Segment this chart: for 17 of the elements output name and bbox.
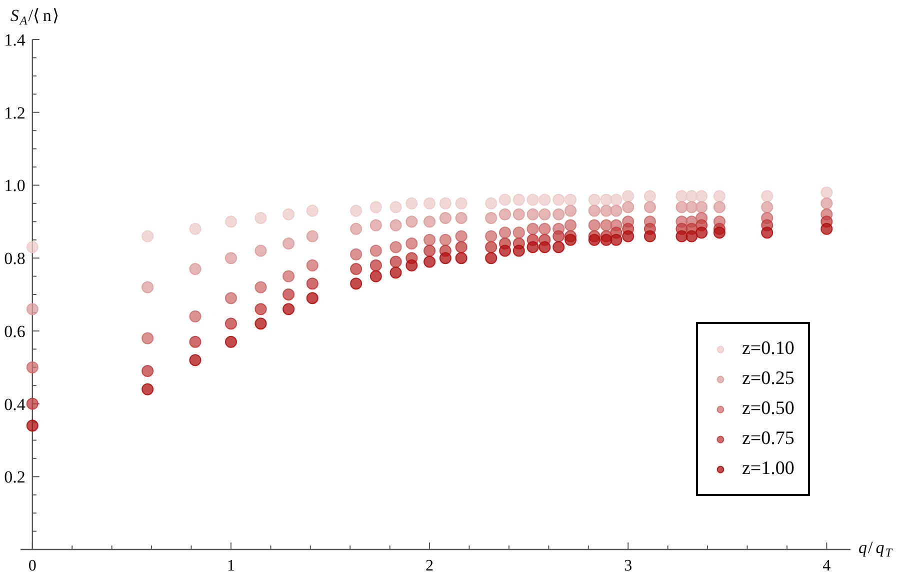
legend-label: z=0.10 (742, 338, 794, 360)
x-tick-label: 3 (624, 558, 632, 574)
legend-label: z=0.25 (742, 368, 794, 390)
legend-label: z=1.00 (742, 458, 794, 480)
y-tick-label: 1.2 (4, 103, 26, 122)
y-tick-label: 0.6 (4, 322, 26, 341)
x-tick-label: 1 (226, 558, 235, 574)
x-tick-label: 4 (822, 558, 831, 574)
legend-label: z=0.50 (742, 398, 794, 420)
y-tick-label: 1.4 (4, 30, 26, 50)
y-tick-label: 0.2 (4, 468, 26, 487)
legend-label: z=0.75 (742, 428, 794, 450)
y-tick-label: 0.4 (4, 394, 26, 414)
x-tick-label: 0 (28, 558, 36, 574)
y-tick-label: 0.8 (4, 249, 26, 268)
x-tick-label: 2 (426, 558, 434, 574)
y-tick-label: 1.0 (4, 176, 26, 196)
